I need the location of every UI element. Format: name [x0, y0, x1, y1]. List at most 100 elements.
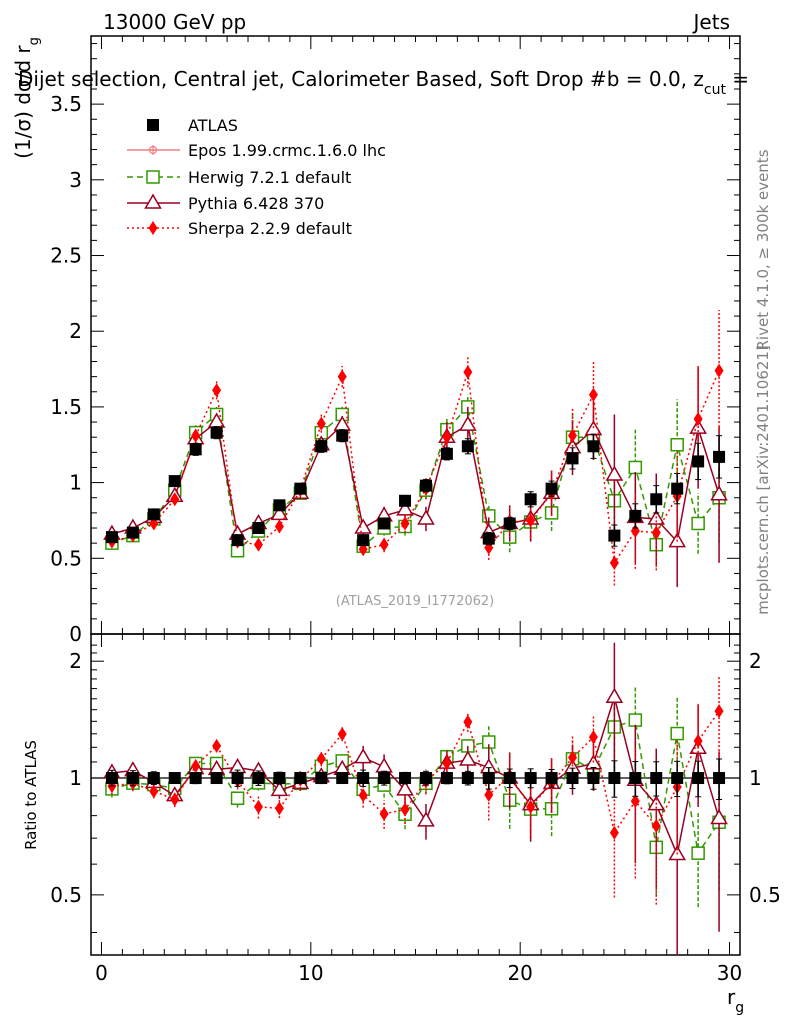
- legend-label: ATLAS: [188, 116, 238, 135]
- legend-entry-atlas: ATLAS: [147, 116, 238, 135]
- sherpa-ratio-point: [714, 704, 724, 719]
- atlas-main-point: [713, 450, 726, 463]
- plot-title-tail: =: [726, 67, 749, 91]
- atlas-ratio-point: [252, 772, 265, 785]
- atlas-main-point: [587, 440, 600, 453]
- sherpa-main-point: [651, 525, 661, 540]
- herwig-series: [105, 394, 726, 908]
- sherpa-main-point: [714, 363, 724, 378]
- atlas-ratio-point: [378, 772, 391, 785]
- sherpa-ratio-point: [170, 792, 180, 807]
- ratio-y-tick-label: 1: [69, 766, 82, 790]
- x-tick-label: 10: [298, 961, 323, 985]
- legend-marker: [148, 145, 158, 155]
- atlas-ratio-point: [608, 772, 621, 785]
- atlas-ratio-point: [629, 772, 642, 785]
- main-y-tick-label: 3.5: [50, 92, 82, 116]
- legend-entry-epos: Epos 1.99.crmc.1.6.0 lhc: [127, 141, 386, 160]
- atlas-main-point: [566, 452, 579, 465]
- atlas-ratio-point: [713, 772, 726, 785]
- rivet-version-label: Rivet 4.1.0, ≥ 300k events: [754, 149, 772, 350]
- legend-marker: [147, 119, 159, 131]
- plot-title: Dijet selection, Central jet, Calorimete…: [18, 67, 749, 98]
- atlas-ratio-point: [294, 772, 307, 785]
- atlas-main-point: [105, 531, 118, 544]
- atlas-ratio-point: [168, 772, 181, 785]
- atlas-ratio-point: [336, 772, 349, 785]
- sherpa-ratio-point: [149, 784, 159, 799]
- x-axis-label: rg: [727, 985, 744, 1016]
- legend-entry-herwig: Herwig 7.2.1 default: [127, 168, 351, 187]
- atlas-ratio-point: [419, 772, 432, 785]
- atlas-main-point: [168, 475, 181, 488]
- main-y-tick-label: 2.5: [50, 244, 82, 268]
- legend-label: Sherpa 2.2.9 default: [188, 219, 352, 238]
- pythia-main-point: [459, 415, 477, 431]
- herwig-ratio-point: [230, 791, 245, 805]
- legend-entry-sherpa: Sherpa 2.2.9 default: [127, 219, 352, 238]
- category-label: Jets: [692, 10, 730, 34]
- atlas-ratio-point: [503, 772, 516, 785]
- sherpa-ratio-point: [484, 787, 494, 802]
- atlas-main-point: [524, 493, 537, 506]
- sherpa-main-point: [316, 416, 326, 431]
- sherpa-ratio-point: [191, 759, 201, 774]
- atlas-main-point: [189, 443, 202, 456]
- main-y-tick-label: 0.5: [50, 546, 82, 570]
- main-y-tick-label: 2: [69, 319, 82, 343]
- sherpa-main-point: [170, 492, 180, 507]
- energy-label: 13000 GeV pp: [103, 10, 246, 34]
- pythia-ratio-point: [375, 757, 393, 773]
- atlas-ratio-point: [189, 772, 202, 785]
- atlas-main-point: [210, 426, 223, 439]
- sherpa-ratio-point: [212, 738, 222, 753]
- sherpa-ratio-point: [274, 801, 284, 816]
- sherpa-ratio-point: [609, 825, 619, 840]
- pythia-ratio-line: [111, 694, 720, 858]
- atlas-main-point: [252, 522, 265, 535]
- atlas-ratio-point: [147, 772, 160, 785]
- sherpa-main-point: [191, 428, 201, 443]
- ratio-y-tick-label-right: 0.5: [749, 883, 781, 907]
- atlas-main-point: [273, 499, 286, 512]
- herwig-ratio-point: [670, 726, 684, 741]
- sherpa-main-point: [588, 387, 598, 402]
- atlas-ratio-point: [357, 772, 370, 785]
- ratio-y-tick-label: 2: [69, 649, 82, 673]
- pythia-main-point: [710, 485, 728, 501]
- legend-label: Epos 1.99.crmc.1.6.0 lhc: [188, 141, 386, 160]
- plot-title-sub: cut: [704, 82, 727, 98]
- atlas-ratio-point: [315, 772, 328, 785]
- sherpa-main-point: [253, 537, 263, 552]
- atlas-main-point: [126, 526, 139, 539]
- sherpa-main-point: [526, 513, 536, 528]
- atlas-ratio-point: [587, 772, 600, 785]
- atlas-ratio-point: [650, 772, 663, 785]
- atlas-ratio-point: [524, 772, 537, 785]
- atlas-series: [105, 426, 726, 801]
- atlas-main-point: [545, 482, 558, 495]
- pythia-main-point: [605, 465, 624, 481]
- atlas-main-point: [294, 482, 307, 495]
- atlas-main-point: [419, 479, 432, 492]
- sherpa-ratio-point: [463, 714, 473, 729]
- sherpa-ratio-point: [651, 818, 661, 833]
- atlas-main-point: [629, 509, 642, 522]
- atlas-ratio-point: [440, 772, 453, 785]
- herwig-ratio-line: [111, 719, 720, 856]
- x-tick-label: 0: [95, 961, 108, 985]
- main-y-axis-label: (1/σ) dσ/d rg: [11, 37, 42, 159]
- ratio-plot-frame: [90, 633, 741, 956]
- ratio-y-axis-label: Ratio to ATLAS: [22, 740, 40, 850]
- atlas-main-point: [440, 447, 453, 460]
- ratio-y-tick-label: 0.5: [50, 883, 82, 907]
- plot-title-main: Dijet selection, Central jet, Calorimete…: [18, 67, 704, 91]
- atlas-ratio-point: [482, 772, 495, 785]
- mcplots-label: mcplots.cern.ch [arXiv:2401.10621]: [754, 345, 772, 615]
- pythia-main-point: [417, 509, 435, 525]
- sherpa-ratio-line: [111, 710, 720, 835]
- atlas-main-point: [671, 482, 684, 495]
- sherpa-ratio-point: [379, 806, 389, 821]
- atlas-main-point: [378, 517, 391, 530]
- legend-label: Pythia 6.428 370: [188, 194, 324, 213]
